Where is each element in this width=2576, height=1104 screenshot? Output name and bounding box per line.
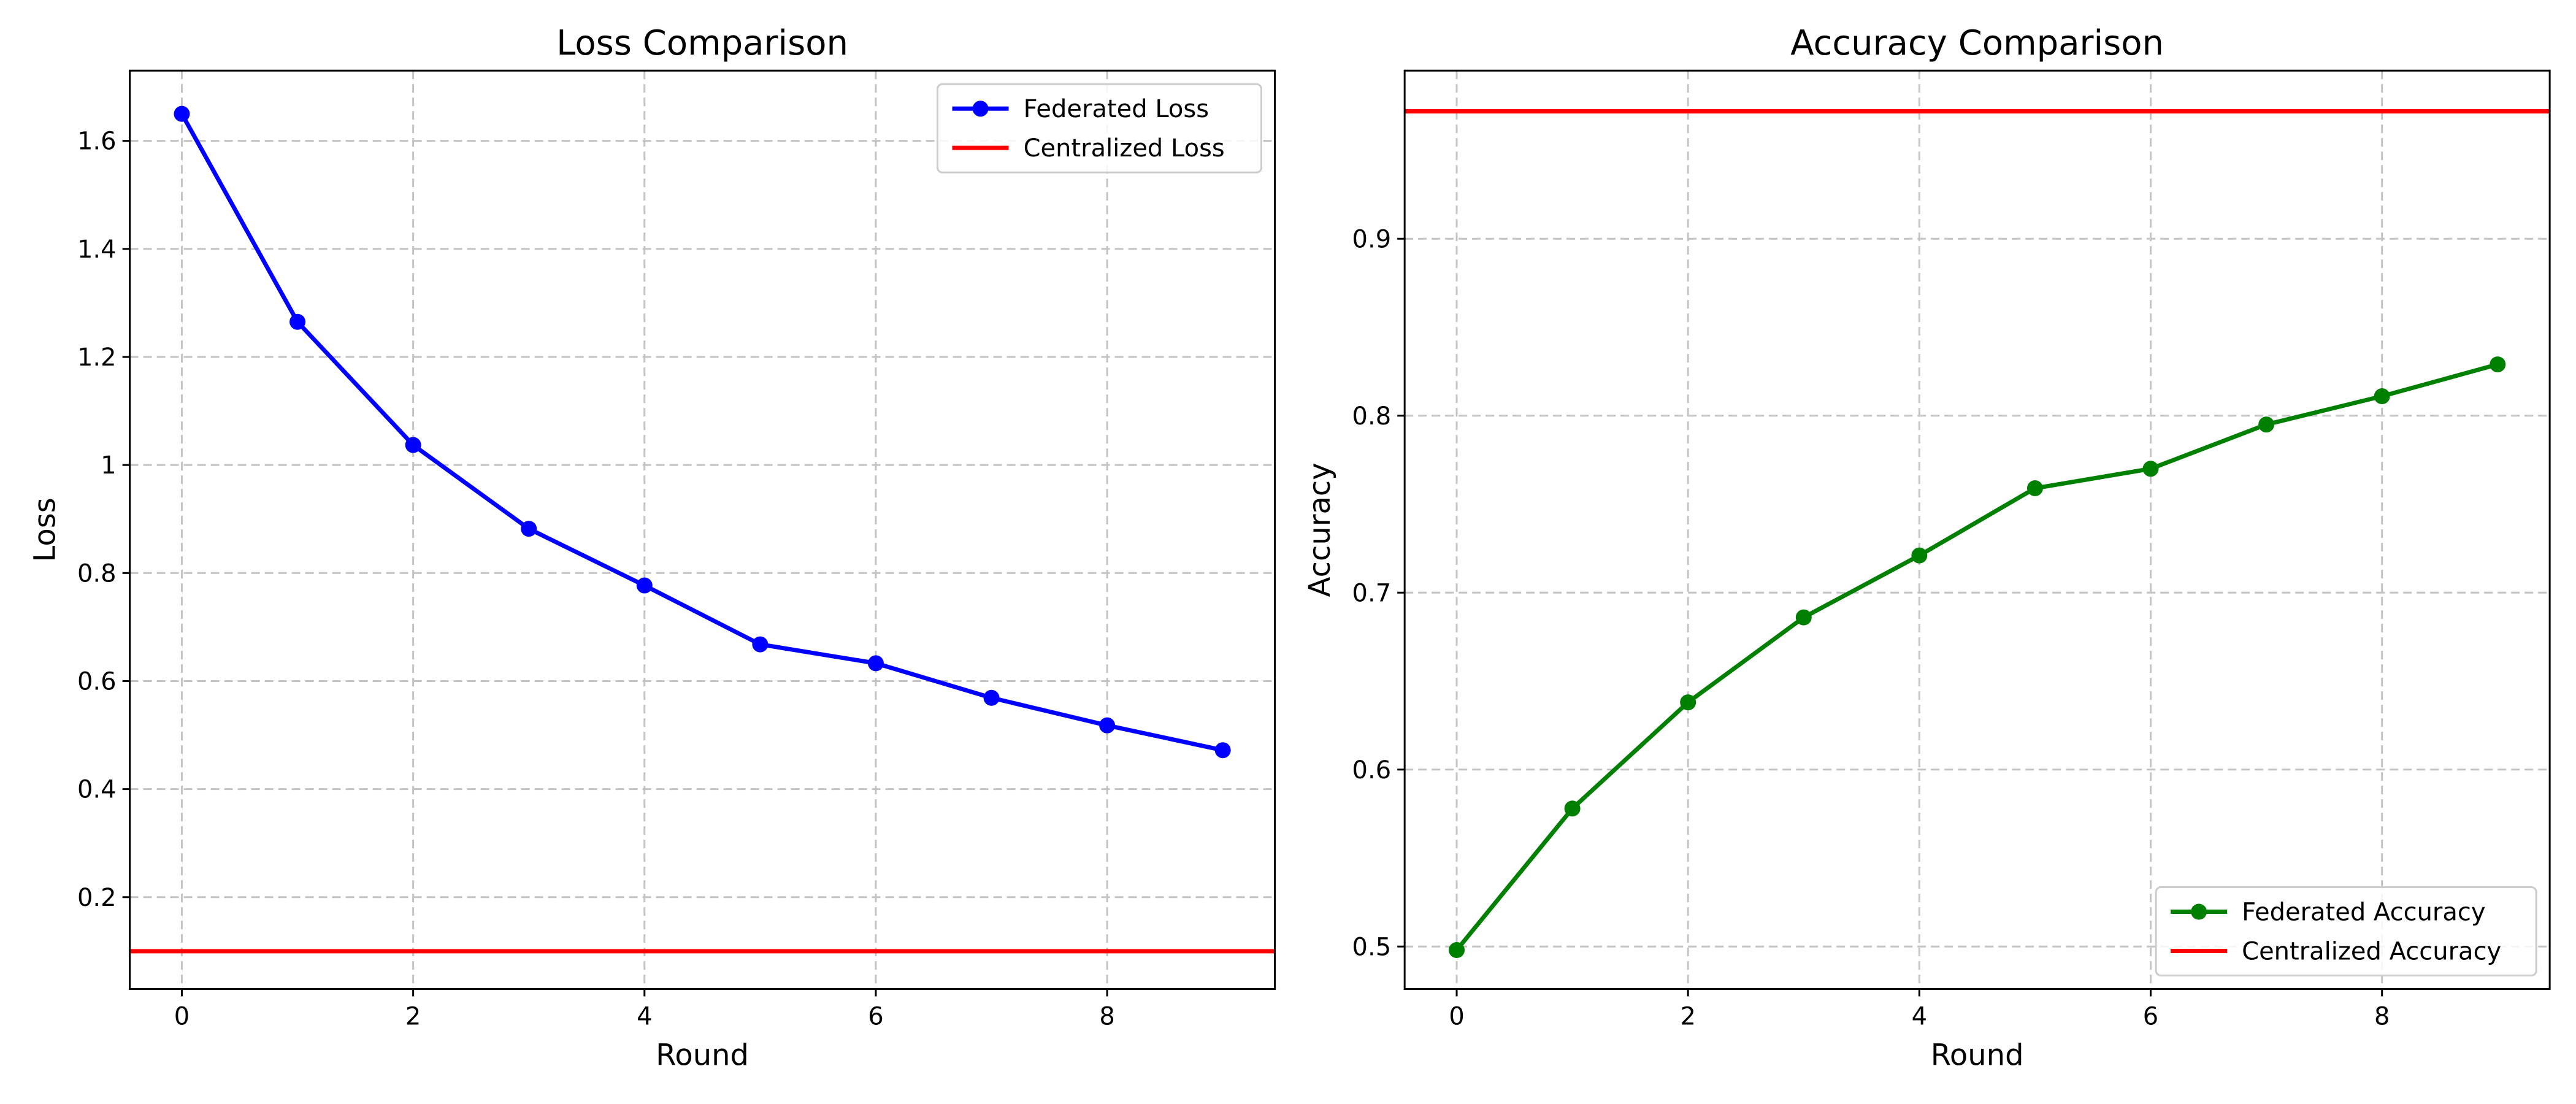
accuracy-y-tick-label: 0.9 bbox=[1352, 225, 1392, 253]
loss-x-axis-label: Round bbox=[656, 1038, 749, 1073]
federated-accuracy-point bbox=[2142, 461, 2159, 477]
accuracy-comparison-chart: 0 2 4 6 8 0.5 0.6 0.7 0.8 0.9 Accuracy Comparison… bbox=[1303, 23, 2551, 1073]
centralized-accuracy-legend-label: Centralized Accuracy bbox=[2242, 938, 2501, 966]
loss-y-tick-label: 1.6 bbox=[77, 128, 117, 156]
federated-loss-point bbox=[983, 689, 1000, 706]
federated-accuracy-point bbox=[1795, 609, 1812, 626]
loss-series bbox=[174, 105, 1231, 759]
accuracy-y-tick-label: 0.6 bbox=[1352, 756, 1392, 784]
federated-loss-point bbox=[752, 636, 769, 653]
federated-loss-point bbox=[289, 313, 306, 330]
accuracy-chart-title: Accuracy Comparison bbox=[1790, 23, 2164, 63]
accuracy-y-axis-label: Accuracy bbox=[1303, 462, 1337, 597]
loss-y-tick-label: 1 bbox=[101, 451, 116, 480]
federated-accuracy-point bbox=[1564, 800, 1581, 817]
accuracy-legend-box bbox=[2155, 886, 2537, 976]
federated-loss-point bbox=[405, 437, 421, 453]
federated-loss-point bbox=[174, 105, 190, 122]
loss-plot-frame bbox=[129, 69, 1276, 990]
loss-x-tick-label: 0 bbox=[174, 1003, 190, 1031]
loss-chart-title: Loss Comparison bbox=[556, 23, 848, 63]
federated-loss-point bbox=[867, 655, 884, 672]
loss-y-tick-label: 0.2 bbox=[77, 884, 117, 912]
loss-y-tick-label: 0.6 bbox=[77, 667, 117, 696]
accuracy-y-tick-label: 0.7 bbox=[1352, 579, 1392, 607]
loss-x-tick-label: 2 bbox=[405, 1003, 421, 1031]
accuracy-x-tick-label: 8 bbox=[2374, 1003, 2390, 1031]
loss-ticks: 0 2 4 6 8 0.2 0.4 0.6 0.8 1 1.2 1.4 1.6 bbox=[77, 128, 1115, 1031]
loss-grid bbox=[129, 71, 1275, 989]
loss-x-tick-label: 6 bbox=[868, 1003, 883, 1031]
federated-loss-legend-marker bbox=[972, 101, 989, 117]
federated-accuracy-point bbox=[2258, 416, 2275, 433]
loss-legend: Federated Loss Centralized Loss bbox=[937, 83, 1263, 174]
federated-accuracy-point bbox=[2374, 388, 2390, 405]
centralized-loss-legend-label: Centralized Loss bbox=[1024, 134, 1225, 163]
accuracy-x-tick-label: 0 bbox=[1449, 1003, 1464, 1031]
loss-legend-box bbox=[937, 83, 1263, 174]
accuracy-y-tick-label: 0.8 bbox=[1352, 402, 1392, 431]
federated-accuracy-point bbox=[1911, 547, 1928, 564]
federated-accuracy-line bbox=[1455, 362, 2499, 952]
accuracy-ticks: 0 2 4 6 8 0.5 0.6 0.7 0.8 0.9 bbox=[1352, 225, 2390, 1030]
accuracy-plot-frame bbox=[1403, 69, 2551, 990]
loss-y-axis-label: Loss bbox=[28, 497, 63, 562]
federated-accuracy-point bbox=[1449, 942, 1465, 959]
accuracy-grid bbox=[1405, 71, 2550, 989]
federated-loss-legend-label: Federated Loss bbox=[1024, 95, 1209, 123]
federated-accuracy-point bbox=[2026, 480, 2043, 497]
accuracy-series bbox=[1449, 356, 2506, 959]
accuracy-x-tick-label: 6 bbox=[2143, 1003, 2158, 1031]
loss-comparison-chart: 0 2 4 6 8 0.2 0.4 0.6 0.8 1 1.2 1.4 1.6 Loss Compari… bbox=[28, 23, 1276, 1073]
federated-loss-line bbox=[180, 112, 1224, 753]
federated-accuracy-point bbox=[2490, 356, 2506, 373]
federated-loss-point bbox=[521, 521, 537, 537]
federated-accuracy-legend-marker bbox=[2191, 903, 2207, 920]
accuracy-x-tick-label: 4 bbox=[1912, 1003, 1927, 1031]
accuracy-x-axis-label: Round bbox=[1931, 1038, 2024, 1073]
accuracy-legend: Federated Accuracy Centralized Accuracy bbox=[2155, 886, 2537, 976]
loss-y-tick-label: 1.4 bbox=[77, 236, 117, 264]
loss-x-tick-label: 8 bbox=[1099, 1003, 1114, 1031]
loss-x-tick-label: 4 bbox=[637, 1003, 652, 1031]
accuracy-y-tick-label: 0.5 bbox=[1352, 933, 1392, 961]
loss-y-tick-label: 1.2 bbox=[77, 343, 117, 372]
loss-y-tick-label: 0.8 bbox=[77, 559, 117, 588]
loss-y-tick-label: 0.4 bbox=[77, 776, 117, 804]
federated-accuracy-legend-label: Federated Accuracy bbox=[2242, 899, 2485, 927]
federated-loss-point bbox=[636, 577, 653, 594]
federated-loss-point bbox=[1214, 742, 1231, 759]
accuracy-x-tick-label: 2 bbox=[1680, 1003, 1695, 1031]
federated-loss-point bbox=[1099, 717, 1116, 734]
federated-accuracy-point bbox=[1680, 694, 1696, 711]
